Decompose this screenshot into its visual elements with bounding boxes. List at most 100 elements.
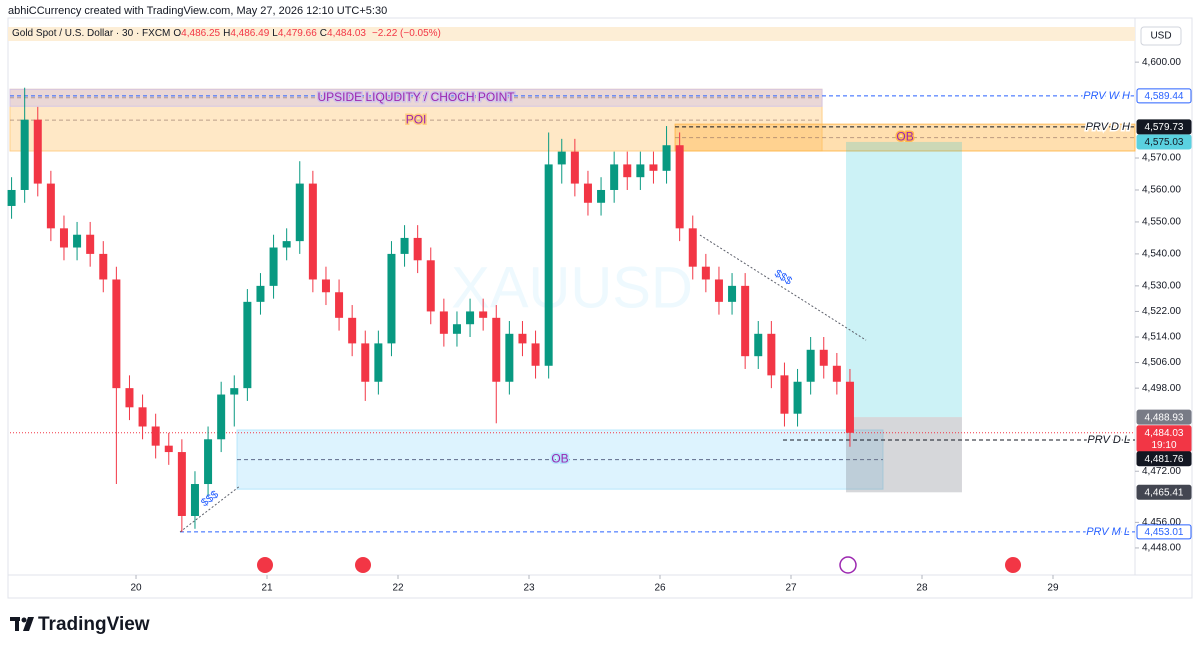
zone-label: OB <box>551 452 568 466</box>
price-label-box <box>1136 409 1192 425</box>
logo-part <box>23 617 34 631</box>
candle-body <box>688 228 697 267</box>
y-tick-label: 4,506.00 <box>1142 357 1181 368</box>
ohlc-value: 4,486.25 <box>181 28 221 39</box>
candle-body <box>73 234 82 248</box>
candle-body <box>649 164 658 171</box>
candle-body <box>400 237 409 254</box>
candle-body <box>767 333 776 376</box>
x-tick-label: 23 <box>523 583 535 594</box>
ohlc-key: H <box>223 28 231 39</box>
chart-frame <box>7 17 1193 599</box>
y-tick-label: 4,570.00 <box>1142 153 1181 164</box>
y-tick-label: 4,522.00 <box>1142 306 1181 317</box>
candle-body <box>610 164 619 190</box>
candle-body <box>204 439 213 485</box>
price-label-box <box>1136 88 1192 104</box>
ohlc-key: O <box>173 28 182 39</box>
candle-body <box>793 381 802 414</box>
candle-body <box>20 119 29 190</box>
candle-body <box>295 183 304 242</box>
candle-body <box>190 484 199 516</box>
candle-body <box>714 279 723 302</box>
y-tick-label: 4,456.00 <box>1142 517 1181 528</box>
price-label-box <box>1136 134 1192 150</box>
candle-body <box>308 183 317 280</box>
price-label: 4,453.01 <box>1145 527 1184 538</box>
candle-body <box>86 234 95 254</box>
zone-label: OB <box>896 130 913 144</box>
candle-body <box>413 237 422 261</box>
price-label-box <box>1136 484 1192 500</box>
level-name: PRV D L <box>1087 434 1130 446</box>
event-flag <box>1005 557 1021 573</box>
candle-body <box>439 311 448 334</box>
candle-body <box>217 394 226 440</box>
price-label: 4,465.41 <box>1145 487 1184 498</box>
candle-body <box>479 311 488 318</box>
candle-body <box>557 151 566 165</box>
candle-body <box>754 333 763 357</box>
price-label-box <box>1136 451 1192 467</box>
x-tick-label: 21 <box>261 583 273 594</box>
symbol: Gold Spot / U.S. Dollar · 30 · FXCM <box>12 28 171 39</box>
candle-body <box>701 266 710 280</box>
candle-body <box>583 183 592 203</box>
level-name: PRV M L <box>1086 526 1130 538</box>
candle-body <box>832 365 841 382</box>
candle-body <box>662 145 671 171</box>
candle-body <box>59 228 68 248</box>
candle-body <box>675 145 684 229</box>
x-tick-label: 28 <box>916 583 928 594</box>
candle-body <box>125 388 134 408</box>
candle-body <box>452 324 461 334</box>
labels: POI UPSIDE LIQUDITY / CHOCH POINT OB OB PRV … <box>199 88 1192 540</box>
ohlc-key: L <box>272 28 278 39</box>
position-target <box>846 141 962 418</box>
y-tick-label: 4,550.00 <box>1142 217 1181 228</box>
candle-body <box>387 253 396 344</box>
x-tick-label: 20 <box>130 583 142 594</box>
candle-body <box>845 381 854 433</box>
candle-body <box>728 285 737 302</box>
zone-label: POI <box>406 112 427 126</box>
attribution: abhiCCurrency created with TradingView.c… <box>8 5 388 17</box>
price-label: 4,579.73 <box>1145 122 1184 133</box>
x-tick-label: 26 <box>654 583 666 594</box>
change: −2.22 (−0.05%) <box>371 28 441 39</box>
candle-body <box>138 407 147 427</box>
currency: USD <box>1150 31 1171 42</box>
x-tick-label: 27 <box>785 583 797 594</box>
candle-body <box>335 292 344 318</box>
currency-button[interactable] <box>1140 26 1182 46</box>
ohlc: O4,486.25 H4,486.49 L4,479.66 C4,484.03 <box>170 28 366 39</box>
plot <box>7 87 1136 533</box>
y-tick-label: 4,530.00 <box>1142 281 1181 292</box>
candle-body <box>361 343 370 382</box>
candle-body <box>531 343 540 366</box>
price-label-box <box>1136 524 1192 540</box>
logo-part <box>21 617 27 623</box>
candle-body <box>636 164 645 178</box>
candle-body <box>151 426 160 446</box>
candle-body <box>112 279 121 389</box>
candle-body <box>269 247 278 286</box>
event-flag <box>355 557 371 573</box>
trendline <box>699 234 867 341</box>
event-flag <box>257 557 273 573</box>
candle-body <box>780 375 789 414</box>
candle-body <box>256 285 265 302</box>
candle-body <box>282 241 291 248</box>
candle-body <box>99 253 108 280</box>
candle-body <box>819 349 828 366</box>
candle-body <box>597 189 606 203</box>
candle-body <box>544 164 553 366</box>
candle-body <box>623 164 632 178</box>
ohlc-key: C <box>319 28 328 39</box>
candle-body <box>33 119 42 184</box>
symbol-header: Gold Spot / U.S. Dollar · 30 · FXCM O4,48… <box>8 27 1135 41</box>
candle-body <box>230 388 239 395</box>
candle-body <box>505 333 514 382</box>
level-name: PRV D H <box>1086 121 1130 133</box>
